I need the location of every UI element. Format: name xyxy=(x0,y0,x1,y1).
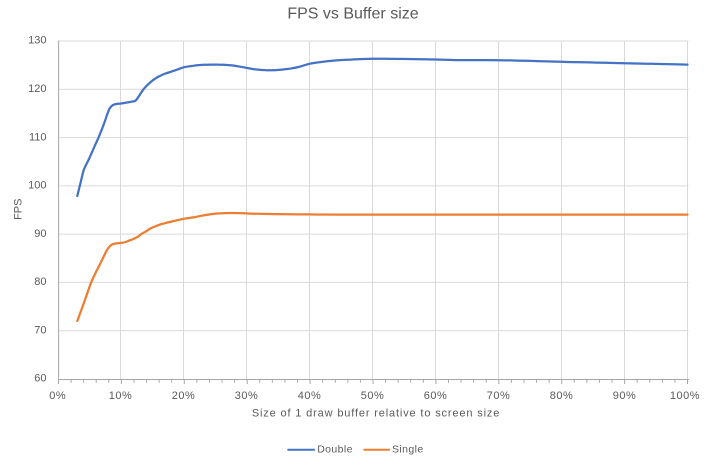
svg-text:10%: 10% xyxy=(109,390,133,402)
svg-text:FPS: FPS xyxy=(13,198,25,219)
svg-text:70%: 70% xyxy=(487,390,511,402)
svg-text:120: 120 xyxy=(28,83,46,95)
svg-text:0%: 0% xyxy=(49,390,66,402)
svg-text:20%: 20% xyxy=(172,390,196,402)
svg-text:90: 90 xyxy=(34,228,46,240)
svg-text:130: 130 xyxy=(28,35,46,47)
svg-text:110: 110 xyxy=(29,131,47,143)
svg-text:Size of 1 draw buffer relative: Size of 1 draw buffer relative to screen… xyxy=(252,408,500,420)
svg-text:70: 70 xyxy=(34,324,46,336)
svg-text:60%: 60% xyxy=(424,390,448,402)
svg-text:80%: 80% xyxy=(550,390,574,402)
svg-text:FPS vs Buffer size: FPS vs Buffer size xyxy=(287,6,418,23)
svg-text:100%: 100% xyxy=(670,390,700,402)
svg-text:60: 60 xyxy=(34,373,46,385)
svg-text:90%: 90% xyxy=(613,390,637,402)
svg-text:40%: 40% xyxy=(298,390,322,402)
svg-text:30%: 30% xyxy=(235,390,259,402)
svg-text:50%: 50% xyxy=(361,390,385,402)
svg-text:Single: Single xyxy=(392,444,424,456)
svg-text:Double: Double xyxy=(317,444,353,456)
svg-text:100: 100 xyxy=(28,180,46,192)
svg-text:80: 80 xyxy=(34,276,46,288)
